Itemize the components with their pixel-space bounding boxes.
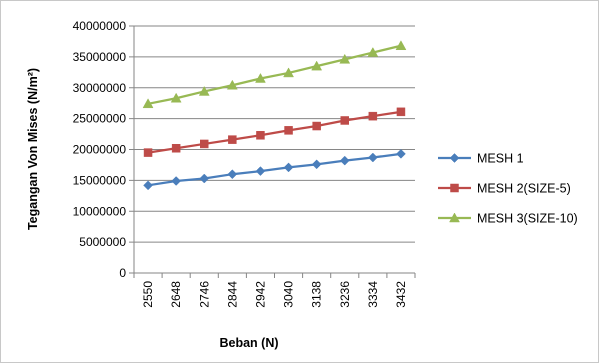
data-point bbox=[311, 159, 322, 170]
legend-label: MESH 1 bbox=[477, 152, 524, 166]
data-series bbox=[142, 40, 407, 191]
data-point bbox=[256, 131, 265, 140]
series-line bbox=[147, 110, 402, 154]
y-tick-label: 10000000 bbox=[73, 204, 127, 218]
y-tick-label: 40000000 bbox=[73, 19, 127, 33]
data-point bbox=[395, 40, 407, 51]
y-tick-label: 35000000 bbox=[73, 50, 127, 64]
series-2 bbox=[143, 107, 406, 157]
x-tick-label: 2746 bbox=[197, 281, 211, 308]
data-point bbox=[200, 139, 209, 149]
data-point bbox=[311, 60, 323, 71]
data-point bbox=[396, 107, 406, 117]
data-point bbox=[198, 85, 210, 96]
data-point bbox=[228, 135, 237, 144]
data-point bbox=[339, 155, 350, 166]
x-tick-label: 3040 bbox=[282, 281, 296, 308]
y-axis-title: Tegangan Von Mises (N/m²) bbox=[26, 68, 40, 230]
series-line bbox=[147, 44, 402, 105]
x-tick-label: 2844 bbox=[225, 281, 239, 308]
data-point bbox=[226, 79, 238, 90]
legend-marker bbox=[450, 183, 459, 193]
x-tick-label: 2942 bbox=[253, 281, 267, 308]
x-axis-title: Beban (N) bbox=[219, 336, 278, 350]
data-point bbox=[284, 126, 293, 135]
y-tick-label: 15000000 bbox=[73, 173, 127, 187]
data-point bbox=[170, 92, 182, 103]
data-point bbox=[199, 173, 210, 184]
y-tick-label: 30000000 bbox=[73, 81, 127, 95]
x-tick-labels: 2550 2648 2746 2844 2942 3040 3138 3236 3334 3432 bbox=[141, 281, 408, 308]
y-tick-labels: 0 5000000 10000000 15000000 20000000 25000000… bbox=[73, 19, 127, 280]
legend-marker bbox=[449, 212, 460, 223]
data-point bbox=[339, 53, 351, 64]
data-point bbox=[340, 116, 349, 125]
data-point bbox=[283, 162, 294, 173]
data-point bbox=[143, 180, 153, 191]
series-line bbox=[147, 152, 402, 187]
series-1 bbox=[143, 148, 406, 191]
data-point bbox=[396, 148, 406, 159]
series-3 bbox=[142, 40, 407, 109]
data-point bbox=[227, 169, 238, 180]
legend-label: MESH 2(SIZE-5) bbox=[477, 182, 571, 196]
legend: MESH 1 MESH 2(SIZE-5) MESH 3(SIZE-10) bbox=[438, 152, 578, 226]
legend-label: MESH 3(SIZE-10) bbox=[477, 212, 578, 226]
legend-entry: MESH 2(SIZE-5) bbox=[438, 182, 571, 196]
data-point bbox=[142, 98, 154, 109]
axes bbox=[133, 26, 416, 278]
x-tick-label: 3236 bbox=[338, 281, 352, 308]
y-tick-label: 20000000 bbox=[73, 143, 127, 157]
legend-entry: MESH 3(SIZE-10) bbox=[438, 212, 578, 226]
legend-entry: MESH 1 bbox=[438, 152, 524, 166]
data-point bbox=[367, 152, 378, 163]
data-point bbox=[367, 47, 379, 57]
x-tick-label: 2550 bbox=[141, 281, 155, 308]
x-tick-label: 2648 bbox=[169, 281, 183, 308]
data-point bbox=[143, 148, 153, 157]
data-point bbox=[255, 166, 266, 176]
data-point bbox=[283, 67, 294, 78]
data-point bbox=[312, 121, 321, 131]
x-tick-label: 3138 bbox=[310, 281, 324, 308]
y-tick-label: 0 bbox=[119, 266, 126, 280]
legend-marker bbox=[449, 153, 460, 163]
data-point bbox=[255, 72, 266, 83]
data-point bbox=[171, 144, 181, 153]
y-tick-label: 25000000 bbox=[73, 112, 127, 126]
y-tick-label: 5000000 bbox=[79, 235, 126, 249]
x-tick-label: 3334 bbox=[366, 281, 380, 308]
x-tick-label: 3432 bbox=[394, 281, 408, 308]
data-point bbox=[368, 111, 378, 121]
data-point bbox=[171, 176, 182, 186]
